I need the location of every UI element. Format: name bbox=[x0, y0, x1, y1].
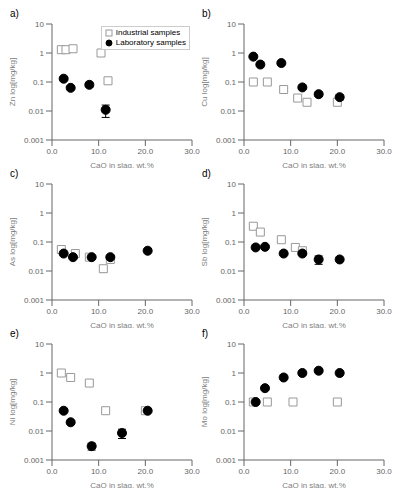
svg-text:30.0: 30.0 bbox=[376, 147, 392, 156]
svg-text:0.001: 0.001 bbox=[24, 456, 45, 465]
svg-text:10: 10 bbox=[35, 340, 44, 349]
svg-text:1: 1 bbox=[40, 209, 45, 218]
svg-text:0.01: 0.01 bbox=[220, 427, 236, 436]
svg-text:1: 1 bbox=[40, 49, 45, 58]
svg-text:CaO in slag, wt.%: CaO in slag, wt.% bbox=[90, 161, 154, 168]
svg-text:0.0: 0.0 bbox=[238, 147, 250, 156]
svg-text:0.1: 0.1 bbox=[33, 238, 45, 247]
svg-text:0.001: 0.001 bbox=[216, 456, 237, 465]
svg-text:0.001: 0.001 bbox=[24, 296, 45, 305]
html-text:a): a) bbox=[10, 8, 19, 19]
svg-text:0.0: 0.0 bbox=[238, 467, 250, 476]
svg-text:0.01: 0.01 bbox=[28, 427, 44, 436]
svg-text:10: 10 bbox=[227, 340, 236, 349]
svg-text:0.1: 0.1 bbox=[33, 78, 45, 87]
svg-text:1: 1 bbox=[232, 369, 237, 378]
svg-text:30.0: 30.0 bbox=[184, 467, 200, 476]
svg-text:1: 1 bbox=[232, 209, 237, 218]
svg-text:Cu log[mg/kg]: Cu log[mg/kg] bbox=[200, 57, 209, 106]
svg-text:0.1: 0.1 bbox=[225, 238, 237, 247]
svg-text:0.01: 0.01 bbox=[28, 107, 44, 116]
svg-text:1: 1 bbox=[40, 369, 45, 378]
svg-text:10: 10 bbox=[35, 180, 44, 189]
svg-text:10.0: 10.0 bbox=[91, 147, 107, 156]
svg-text:CaO in slag, wt.%: CaO in slag, wt.% bbox=[282, 161, 346, 168]
svg-text:30.0: 30.0 bbox=[376, 307, 392, 316]
html-text:Laboratory samples: Laboratory samples bbox=[115, 38, 186, 47]
svg-text:1: 1 bbox=[232, 49, 237, 58]
svg-text:0.0: 0.0 bbox=[46, 467, 58, 476]
svg-text:Zn log[mg/kg]: Zn log[mg/kg] bbox=[8, 58, 17, 106]
svg-text:CaO in slag, wt.%: CaO in slag, wt.% bbox=[282, 321, 346, 328]
svg-text:0.01: 0.01 bbox=[220, 267, 236, 276]
svg-text:30.0: 30.0 bbox=[376, 467, 392, 476]
svg-text:0.001: 0.001 bbox=[24, 136, 45, 145]
svg-text:0.01: 0.01 bbox=[28, 267, 44, 276]
svg-text:20.0: 20.0 bbox=[138, 467, 154, 476]
svg-text:10.0: 10.0 bbox=[283, 147, 299, 156]
svg-text:20.0: 20.0 bbox=[330, 307, 346, 316]
svg-text:10: 10 bbox=[35, 20, 44, 29]
svg-text:20.0: 20.0 bbox=[138, 147, 154, 156]
svg-text:20.0: 20.0 bbox=[330, 467, 346, 476]
svg-text:As log[mg/kg]: As log[mg/kg] bbox=[8, 218, 17, 266]
svg-text:CaO in slag, wt.%: CaO in slag, wt.% bbox=[90, 321, 154, 328]
svg-text:0.0: 0.0 bbox=[46, 147, 58, 156]
svg-text:Sb log[mg/kg]: Sb log[mg/kg] bbox=[200, 218, 209, 267]
svg-text:CaO in slag, wt.%: CaO in slag, wt.% bbox=[90, 481, 154, 488]
svg-text:Ni log[mg/kg]: Ni log[mg/kg] bbox=[8, 379, 17, 426]
svg-text:0.0: 0.0 bbox=[46, 307, 58, 316]
svg-text:10.0: 10.0 bbox=[283, 467, 299, 476]
html-text:b): b) bbox=[202, 8, 211, 19]
svg-text:0.001: 0.001 bbox=[216, 296, 237, 305]
svg-text:10.0: 10.0 bbox=[91, 307, 107, 316]
html-text:d): d) bbox=[202, 168, 211, 179]
html-text:Industrial samples: Industrial samples bbox=[115, 28, 181, 37]
svg-text:CaO in slag, wt.%: CaO in slag, wt.% bbox=[282, 481, 346, 488]
svg-text:0.1: 0.1 bbox=[225, 78, 237, 87]
svg-text:0.01: 0.01 bbox=[220, 107, 236, 116]
svg-text:0.001: 0.001 bbox=[216, 136, 237, 145]
svg-text:0.0: 0.0 bbox=[238, 307, 250, 316]
svg-text:10: 10 bbox=[227, 180, 236, 189]
svg-text:10.0: 10.0 bbox=[91, 467, 107, 476]
svg-text:10: 10 bbox=[227, 20, 236, 29]
html-text:f): f) bbox=[202, 328, 209, 339]
svg-text:30.0: 30.0 bbox=[184, 307, 200, 316]
html-text:e): e) bbox=[10, 328, 19, 339]
svg-text:20.0: 20.0 bbox=[138, 307, 154, 316]
html-text:c): c) bbox=[10, 168, 19, 179]
svg-text:20.0: 20.0 bbox=[330, 147, 346, 156]
svg-text:30.0: 30.0 bbox=[184, 147, 200, 156]
svg-text:0.1: 0.1 bbox=[33, 398, 45, 407]
svg-text:Mo log[mg/kg]: Mo log[mg/kg] bbox=[200, 377, 209, 427]
svg-text:0.1: 0.1 bbox=[225, 398, 237, 407]
svg-text:10.0: 10.0 bbox=[283, 307, 299, 316]
